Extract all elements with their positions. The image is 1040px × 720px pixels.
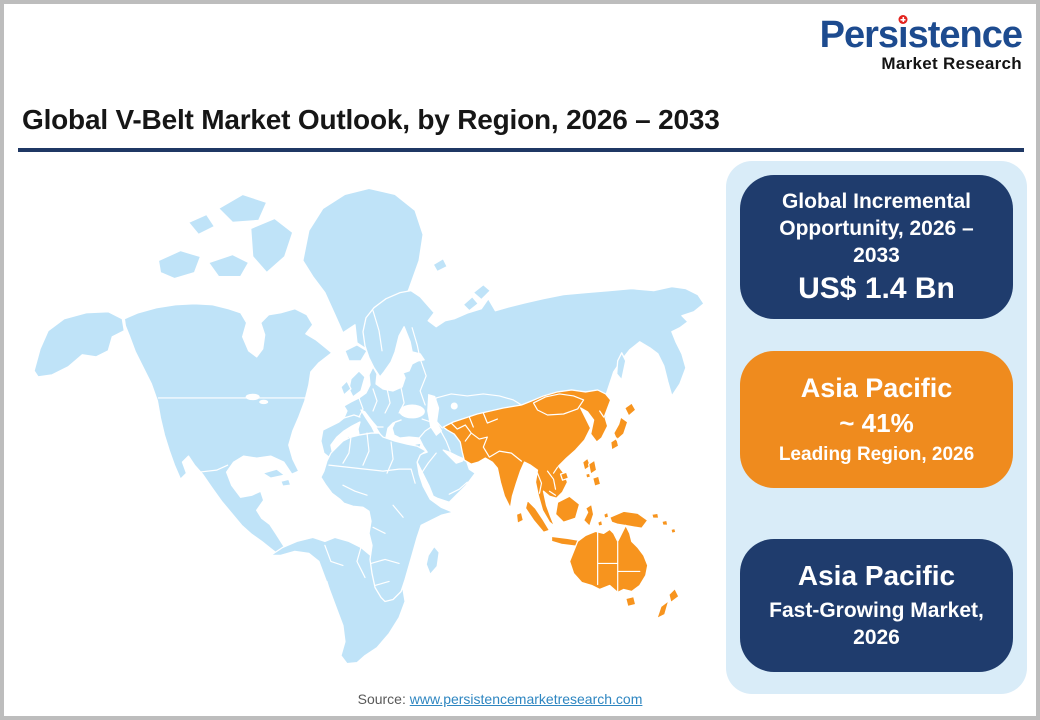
map-sulawesi bbox=[582, 503, 595, 527]
map-sumatra bbox=[524, 499, 551, 533]
logo-brand: Persı stence bbox=[819, 14, 1023, 56]
map-borders-kazakhstan bbox=[431, 393, 523, 429]
world-map bbox=[33, 187, 705, 665]
card-fast-growing: Asia Pacific Fast-Growing Market, 2026 bbox=[740, 539, 1013, 672]
map-philippines bbox=[584, 459, 602, 487]
map-caspian-sea bbox=[427, 393, 443, 437]
source-line: Source: www.persistencemarketresearch.co… bbox=[4, 691, 996, 707]
map-border-mongolia bbox=[532, 393, 585, 416]
logo-subtitle: Market Research bbox=[881, 54, 1022, 73]
title-underline bbox=[18, 148, 1024, 152]
card-leading-region-share: ~ 41% bbox=[839, 408, 914, 438]
map-caribbean bbox=[262, 468, 292, 487]
map-borders-apac bbox=[450, 410, 605, 496]
map-hainan bbox=[559, 471, 570, 481]
map-new-guinea bbox=[609, 510, 649, 529]
logo: Persı stence Market Research bbox=[819, 14, 1023, 73]
map-great-lakes bbox=[245, 393, 260, 401]
map-africa bbox=[320, 432, 454, 603]
card-global-incremental: Global Incremental Opportunity, 2026 – 2… bbox=[740, 175, 1013, 319]
map-aral-sea bbox=[450, 402, 458, 410]
map-borders-south-america bbox=[324, 544, 366, 645]
map-black-sea bbox=[399, 404, 425, 419]
map-svalbard bbox=[432, 257, 448, 273]
map-new-zealand bbox=[656, 587, 680, 620]
map-japan bbox=[610, 402, 637, 451]
logo-brand-i: ı bbox=[898, 14, 909, 56]
map-alaska bbox=[33, 311, 125, 378]
map-border-alaska bbox=[123, 320, 127, 374]
logo-brand-suffix: stence bbox=[907, 14, 1023, 56]
card-fast-growing-caption: Fast-Growing Market, 2026 bbox=[769, 598, 984, 649]
card-incremental-title: Global Incremental Opportunity, 2026 – 2… bbox=[779, 189, 974, 268]
map-region-asia-pacific-highlight bbox=[442, 389, 680, 620]
page-title: Global V-Belt Market Outlook, by Region,… bbox=[22, 104, 720, 135]
map-borders-africa bbox=[328, 432, 416, 587]
card-leading-region-name: Asia Pacific bbox=[800, 373, 953, 403]
card-fast-growing-region: Asia Pacific bbox=[797, 559, 956, 591]
map-novaya-zemlya bbox=[462, 283, 491, 312]
map-borders-europe bbox=[343, 310, 427, 428]
map-tasmania bbox=[625, 595, 637, 608]
card-leading-region-caption: Leading Region, 2026 bbox=[778, 444, 975, 465]
map-moluccas bbox=[596, 511, 610, 527]
map-sri-lanka bbox=[515, 511, 525, 524]
map-north-america bbox=[123, 303, 333, 558]
map-borders-australia-states bbox=[597, 531, 641, 593]
logo-brand-prefix: Pers bbox=[819, 14, 899, 56]
source-link[interactable]: www.persistencemarketresearch.com bbox=[409, 691, 643, 707]
map-ireland bbox=[340, 380, 352, 396]
info-panel: Global Incremental Opportunity, 2026 – 2… bbox=[726, 161, 1027, 694]
logo-dot-icon bbox=[898, 15, 908, 24]
map-great-lakes-2 bbox=[259, 399, 269, 405]
map-java bbox=[550, 535, 581, 548]
card-leading-region: Asia Pacific ~ 41% Leading Region, 2026 bbox=[740, 351, 1013, 488]
map-pacific-islands bbox=[651, 512, 677, 534]
map-australia bbox=[568, 524, 649, 594]
map-iceland bbox=[344, 344, 368, 362]
card-incremental-value: US$ 1.4 Bn bbox=[798, 272, 955, 306]
map-united-kingdom bbox=[348, 370, 366, 398]
map-madagascar bbox=[425, 545, 440, 576]
source-label: Source: bbox=[357, 691, 406, 707]
map-borneo bbox=[554, 495, 581, 523]
map-arctic-islands bbox=[157, 193, 294, 280]
map-sakhalin bbox=[616, 352, 627, 381]
map-borders-middle-east bbox=[418, 418, 468, 495]
map-border-us-mexico bbox=[182, 463, 229, 473]
